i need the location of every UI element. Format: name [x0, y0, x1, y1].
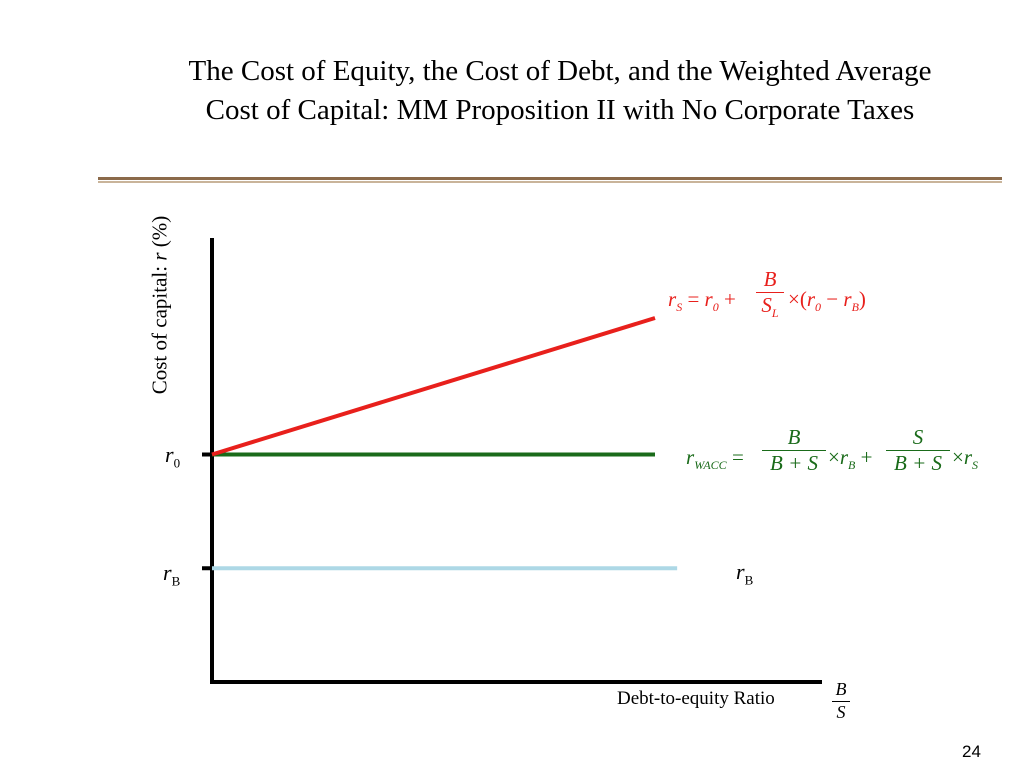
wacc-formula-lhs: rWACC = — [686, 445, 744, 473]
wacc-formula-middle: ×rB + — [828, 445, 873, 473]
title-divider — [98, 177, 1002, 180]
title-divider-shadow — [98, 181, 1002, 183]
y-tick-label-rb: rB — [163, 560, 181, 589]
y-axis-label: Cost of capital: r (%) — [147, 215, 172, 395]
series-line-rS — [211, 316, 656, 457]
wacc-formula-fraction-1: B B + S — [762, 425, 826, 475]
rs-formula-fraction: B SL — [756, 267, 784, 320]
y-tick-label-r0: r0 — [165, 442, 181, 471]
x-axis-fraction: B S — [832, 679, 850, 723]
title-line-2: Cost of Capital: MM Proposition II with … — [205, 94, 915, 126]
wacc-formula-fraction-2: S B + S — [886, 425, 950, 475]
slide-title: The Cost of Equity, the Cost of Debt, an… — [60, 52, 1024, 130]
wacc-formula-end: ×rS — [952, 445, 979, 473]
x-axis-label: Debt-to-equity Ratio — [617, 688, 775, 709]
title-line-1: The Cost of Equity, the Cost of Debt, an… — [188, 55, 932, 87]
rs-formula-rhs: ×(r0 − rB) — [788, 287, 866, 315]
rb-line-label: rB — [736, 559, 754, 588]
page-number: 24 — [962, 742, 981, 761]
rs-formula-lhs: rS = r0 + — [668, 287, 736, 315]
